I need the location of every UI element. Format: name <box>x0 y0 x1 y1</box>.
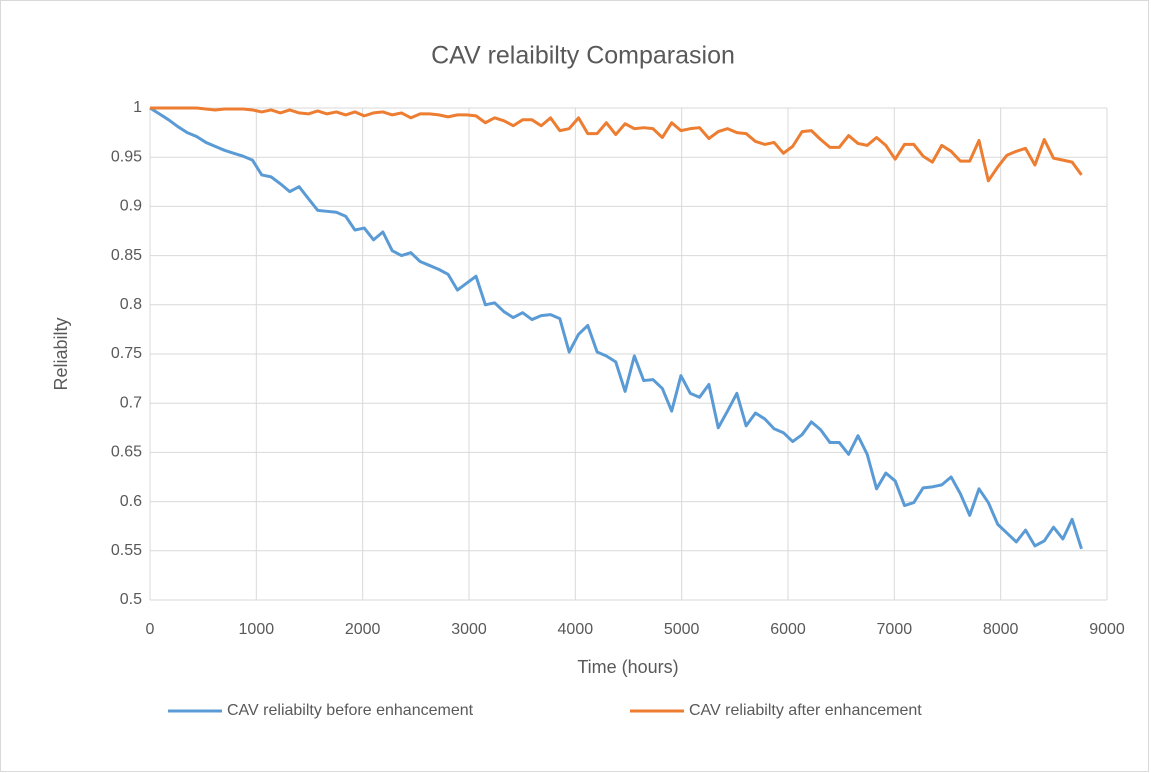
y-tick-label: 0.7 <box>120 394 142 411</box>
y-tick-label: 0.75 <box>111 345 142 362</box>
series-line <box>149 106 1083 550</box>
x-tick-label: 7000 <box>877 621 913 638</box>
x-tick-label: 9000 <box>1089 621 1125 638</box>
y-axis-label: Reliabilty <box>51 317 71 390</box>
legend-label: CAV reliabilty after enhancement <box>689 702 922 719</box>
y-tick-label: 0.95 <box>111 148 142 165</box>
y-tick-label: 0.5 <box>120 591 142 608</box>
y-tick-label: 0.6 <box>120 493 142 510</box>
y-tick-label: 1 <box>133 99 142 116</box>
x-axis-label: Time (hours) <box>577 657 678 677</box>
series-line <box>150 106 1083 183</box>
chart-title: CAV relaibilty Comparasion <box>431 42 735 70</box>
y-tick-label: 0.65 <box>111 444 142 461</box>
x-tick-label: 6000 <box>770 621 806 638</box>
x-tick-label: 1000 <box>239 621 275 638</box>
y-tick-label: 0.8 <box>120 296 142 313</box>
x-tick-label: 2000 <box>345 621 381 638</box>
x-tick-label: 3000 <box>451 621 487 638</box>
x-tick-label: 8000 <box>983 621 1019 638</box>
x-tick-label: 0 <box>146 621 155 638</box>
y-tick-label: 0.9 <box>120 198 142 215</box>
x-tick-label: 4000 <box>558 621 594 638</box>
y-tick-label: 0.85 <box>111 247 142 264</box>
y-tick-label: 0.55 <box>111 542 142 559</box>
x-tick-label: 5000 <box>664 621 700 638</box>
legend-label: CAV reliabilty before enhancement <box>227 702 474 719</box>
